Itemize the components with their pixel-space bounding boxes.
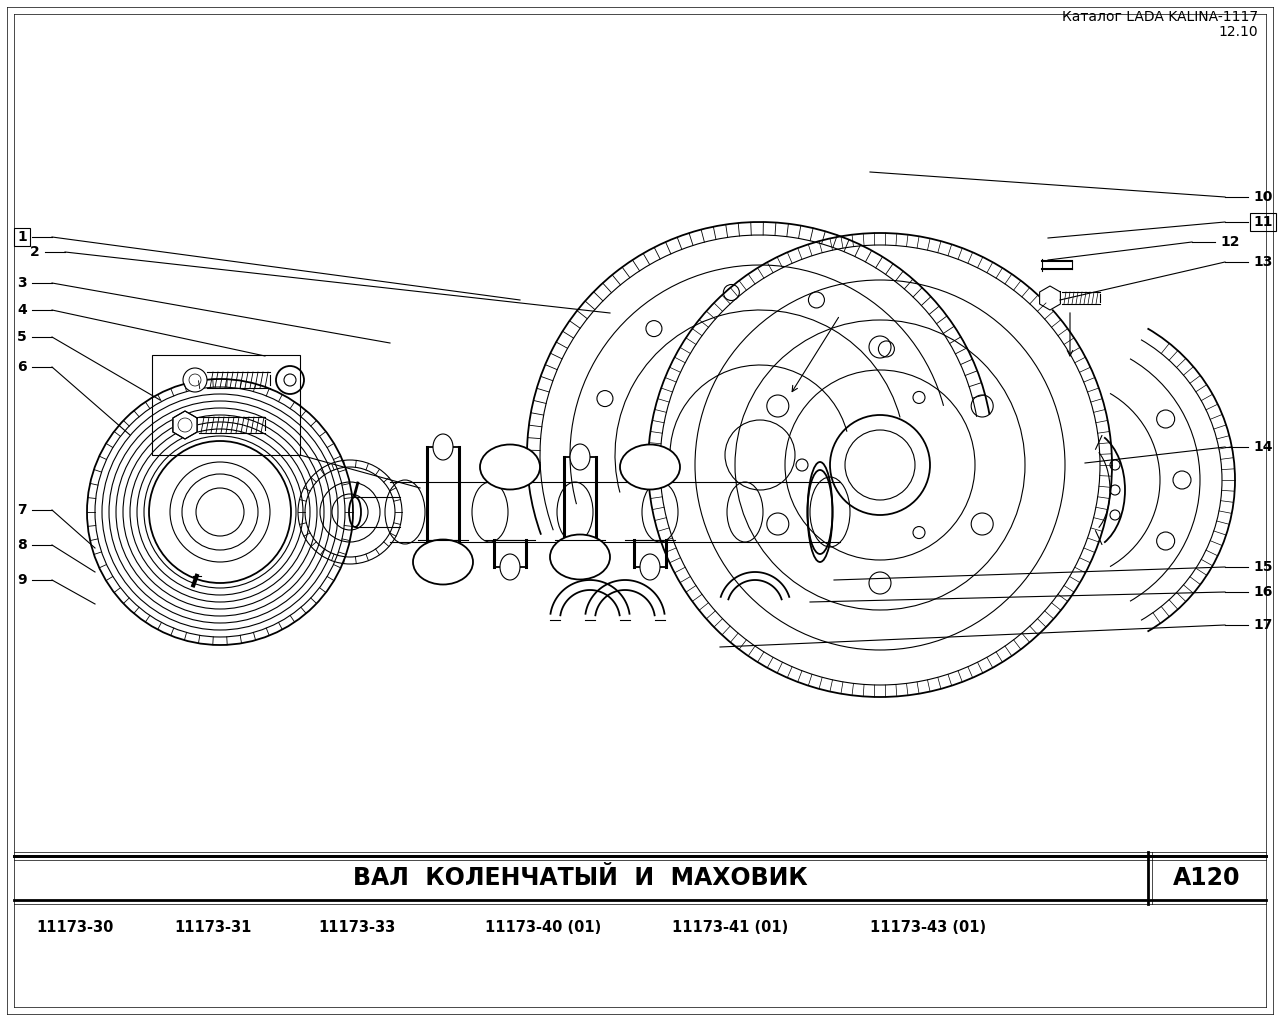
- Polygon shape: [173, 411, 197, 439]
- Text: 16: 16: [1253, 585, 1272, 599]
- Circle shape: [183, 368, 207, 392]
- Ellipse shape: [570, 444, 590, 470]
- Text: 7: 7: [17, 503, 27, 517]
- Text: 1: 1: [17, 230, 27, 244]
- Text: 11173-31: 11173-31: [174, 921, 252, 935]
- Text: 8: 8: [17, 538, 27, 552]
- Bar: [1251, 213, 1276, 231]
- Ellipse shape: [640, 554, 660, 580]
- Text: 12.10: 12.10: [1219, 25, 1258, 39]
- Text: А120: А120: [1174, 866, 1240, 890]
- Text: 3: 3: [17, 276, 27, 290]
- Text: 11173-43 (01): 11173-43 (01): [870, 921, 986, 935]
- Text: Каталог LADA KALINA-1117: Каталог LADA KALINA-1117: [1062, 10, 1258, 25]
- Circle shape: [276, 366, 305, 394]
- Text: 11173-40 (01): 11173-40 (01): [485, 921, 602, 935]
- Text: 9: 9: [17, 573, 27, 587]
- Text: 17: 17: [1253, 618, 1272, 632]
- Text: 11: 11: [1253, 215, 1272, 229]
- Text: 15: 15: [1253, 560, 1272, 574]
- Text: 2: 2: [31, 245, 40, 259]
- Text: 13: 13: [1253, 255, 1272, 269]
- Text: 11173-33: 11173-33: [319, 921, 396, 935]
- Ellipse shape: [480, 444, 540, 489]
- Text: 5: 5: [17, 330, 27, 344]
- Bar: [152, 355, 300, 455]
- Ellipse shape: [550, 535, 611, 580]
- Text: 14: 14: [1253, 440, 1272, 454]
- Text: 6: 6: [17, 360, 27, 374]
- Ellipse shape: [500, 554, 520, 580]
- Ellipse shape: [620, 444, 680, 489]
- Polygon shape: [1039, 286, 1060, 310]
- Text: 10: 10: [1253, 190, 1272, 204]
- Text: 11173-41 (01): 11173-41 (01): [672, 921, 788, 935]
- Bar: [14, 228, 29, 246]
- Text: 11173-30: 11173-30: [36, 921, 114, 935]
- Text: 4: 4: [17, 303, 27, 317]
- Text: ВАЛ  КОЛЕНЧАТЫЙ  И  МАХОВИК: ВАЛ КОЛЕНЧАТЫЙ И МАХОВИК: [352, 866, 808, 890]
- Ellipse shape: [413, 539, 474, 584]
- Text: 12: 12: [1220, 235, 1239, 249]
- Ellipse shape: [433, 434, 453, 460]
